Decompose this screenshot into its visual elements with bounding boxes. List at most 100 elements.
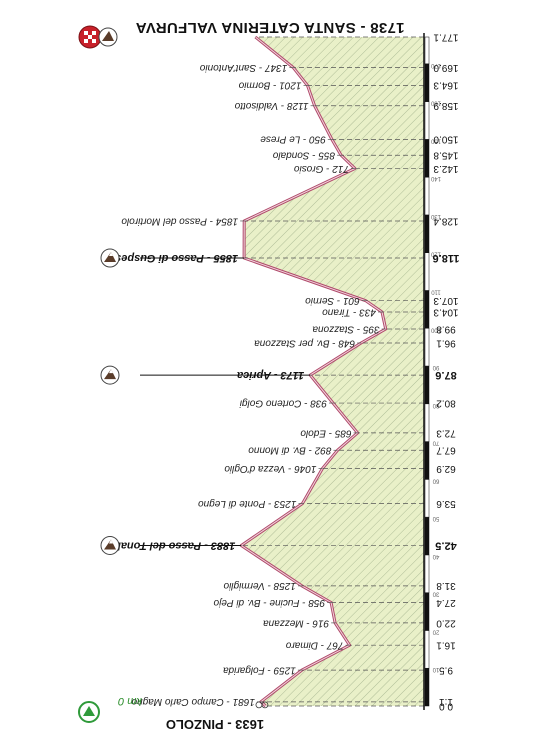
- waypoint-km-label: 104.3: [433, 306, 458, 317]
- waypoint-label: 916 - Mezzana: [263, 617, 330, 628]
- cyclist-icon: [255, 701, 269, 709]
- waypoint-label: 958 - Fucine - Bv. di Pejo: [213, 597, 325, 608]
- waypoint-label: 712 - Grosio: [293, 163, 348, 174]
- gpm-summit-icon: [100, 248, 120, 268]
- waypoint-label: 1201 - Bormio: [238, 80, 301, 91]
- waypoint-km-label: 169.0: [433, 62, 458, 73]
- waypoint-km-label: 9.5: [439, 664, 453, 675]
- km-scale-segment: [424, 516, 430, 556]
- waypoint-km-label: 142.3: [433, 163, 458, 174]
- km-scale-tick: 50: [432, 515, 439, 521]
- start-title: 1633 - PINZOLO: [166, 717, 264, 732]
- km-scale-segment: [424, 327, 430, 367]
- km-scale-segment: [424, 667, 430, 707]
- waypoint-label: 767 - Dimaro: [285, 640, 343, 651]
- waypoint-km-label: 177.1: [433, 31, 458, 42]
- km-scale-tick: 30: [432, 591, 439, 597]
- gpm-summit-icon: [100, 535, 120, 555]
- km-scale-tick: 60: [432, 477, 439, 483]
- waypoint-km-label: 118.6: [433, 252, 460, 264]
- waypoint-label: 1173 - Aprica: [237, 369, 304, 381]
- km-scale-tick: 160: [430, 100, 441, 106]
- km-scale-tick: 90: [432, 364, 439, 370]
- waypoint-km-label: 22.0: [436, 617, 456, 628]
- km-scale-segment: [424, 290, 430, 329]
- waypoint-label: 892 - Bv. di Monno: [248, 445, 332, 456]
- km-scale-segment: [424, 214, 430, 253]
- waypoint-km-label: 53.6: [436, 498, 456, 509]
- waypoint-km-label: 87.6: [435, 369, 456, 381]
- finish-summit-icon: [98, 27, 118, 47]
- waypoint-label: 395 - Stazzona: [312, 323, 380, 334]
- waypoint-label: 685 - Edolo: [300, 427, 352, 438]
- km-scale-tick: 120: [430, 251, 441, 257]
- waypoint-label: 950 - Le Prese: [260, 134, 326, 145]
- km-scale-tick: 70: [432, 440, 439, 446]
- km-scale-segment: [424, 365, 430, 405]
- km-scale-segment: [424, 630, 430, 669]
- km-scale-segment: [424, 101, 430, 140]
- km-scale-tick: 140: [430, 175, 441, 181]
- waypoint-label: 648 - Bv. per Stazzona: [254, 337, 355, 348]
- waypoint-label: 433 - Tirano: [322, 306, 376, 317]
- waypoint-km-label: 80.2: [436, 397, 456, 408]
- km-zero-label: km 0: [117, 695, 142, 707]
- waypoint-km-label: 1.1: [439, 696, 453, 707]
- waypoint-km-label: 158.9: [433, 100, 458, 111]
- profile-area-hatch: [241, 37, 424, 706]
- km-scale-tick: 110: [431, 288, 441, 294]
- km-scale-tick: 150: [430, 137, 441, 143]
- waypoint-km-label: 27.4: [436, 597, 456, 608]
- waypoint-label: 1258 - Vermiglio: [223, 580, 296, 591]
- km-scale-segment: [424, 176, 430, 216]
- km-scale-segment: [424, 36, 430, 65]
- waypoint-label: 1259 - Folgarida: [223, 664, 296, 675]
- km-scale-segment: [424, 139, 430, 178]
- waypoint-km-label: 150.0: [433, 134, 458, 145]
- km-scale-segment: [424, 554, 430, 593]
- km-scale-segment: [424, 63, 430, 102]
- waypoint-km-label: 145.8: [433, 150, 458, 161]
- waypoint-km-label: 67.7: [436, 445, 456, 456]
- gpm-summit-icon: [100, 365, 120, 385]
- waypoint-km-label: 31.8: [436, 580, 456, 591]
- waypoint-label: 938 - Corteno Golgi: [239, 397, 327, 408]
- waypoint-km-label: 164.3: [433, 80, 458, 91]
- waypoint-label: 601 - Sernio: [305, 295, 360, 306]
- finish-icon: [78, 25, 102, 49]
- waypoint-km-label: 107.3: [433, 295, 458, 306]
- km-scale-tick: 80: [432, 402, 439, 408]
- waypoint-km-label: 42.5: [435, 540, 456, 552]
- waypoint-km-label: 0.0: [439, 700, 453, 711]
- km-scale-tick: 170: [430, 62, 441, 68]
- km-scale-segment: [424, 479, 430, 518]
- waypoint-km-label: 128.4: [433, 215, 458, 226]
- km-scale-segment: [424, 441, 430, 480]
- waypoint-km-label: 72.3: [436, 427, 456, 438]
- waypoint-km-label: 16.1: [436, 640, 456, 651]
- finish-title: 1738 - SANTA CATERINA VALFURVA: [135, 19, 404, 36]
- waypoint-label: 1681 - Campo Carlo Magno: [131, 696, 255, 707]
- waypoint-label: 1046 - Vezza d'Oglio: [224, 463, 317, 474]
- waypoint-label: 1347 - Sant'Antonio: [199, 62, 287, 73]
- km-scale-tick: 40: [432, 553, 439, 559]
- km-scale-segment: [424, 403, 430, 442]
- km-scale-segment: [424, 252, 430, 291]
- km-scale-segment: [424, 592, 430, 631]
- waypoint-label: 1128 - Valdisotto: [234, 100, 308, 111]
- km-scale-tick: 10: [432, 666, 439, 672]
- waypoint-km-label: 62.9: [436, 463, 456, 474]
- waypoint-label: 855 - Sondalo: [272, 150, 335, 161]
- waypoint-label: 1253 - Ponte di Legno: [198, 498, 297, 509]
- km-scale-tick: 100: [430, 326, 441, 332]
- waypoint-label: 1855 - Passo di Guspessa: [103, 252, 238, 264]
- km-scale-tick: 20: [432, 628, 439, 634]
- waypoint-label: 1854 - Passo del Mortirolo: [121, 215, 238, 226]
- start-icon: [78, 701, 100, 723]
- waypoint-km-label: 99.8: [436, 323, 456, 334]
- km-scale-tick: 130: [430, 213, 441, 219]
- waypoint-label: 1883 - Passo del Tonale: [112, 540, 236, 552]
- waypoint-km-label: 96.1: [436, 337, 456, 348]
